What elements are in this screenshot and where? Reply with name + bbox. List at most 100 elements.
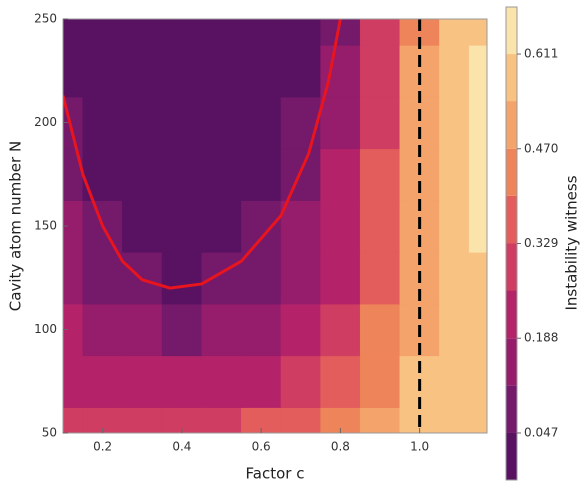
contour-cell bbox=[122, 148, 163, 201]
contour-cell bbox=[161, 44, 203, 98]
contour-cell bbox=[201, 355, 243, 408]
contour-cell bbox=[439, 19, 470, 46]
colorbar-band bbox=[506, 385, 517, 433]
contour-cell bbox=[320, 148, 361, 201]
contour-cell bbox=[201, 251, 243, 305]
y-tick-label: 200 bbox=[34, 115, 57, 129]
contour-cell bbox=[280, 303, 322, 357]
contour-cell bbox=[201, 303, 243, 357]
contour-cell bbox=[241, 96, 282, 150]
contour-cell bbox=[468, 303, 487, 357]
x-tick-label: 0.8 bbox=[331, 440, 350, 454]
contour-cell bbox=[439, 251, 470, 305]
colorbar-band bbox=[506, 338, 517, 386]
contour-cell bbox=[201, 19, 243, 46]
contour-cell bbox=[63, 355, 84, 408]
contour-cell bbox=[280, 199, 322, 253]
contour-cell bbox=[63, 148, 84, 201]
contour-cell bbox=[280, 148, 322, 201]
contour-cell bbox=[468, 251, 487, 305]
y-tick-label: 50 bbox=[42, 426, 57, 440]
contour-cell bbox=[280, 44, 322, 98]
contour-cell bbox=[399, 44, 441, 98]
contour-cell bbox=[280, 406, 322, 433]
contour-cell bbox=[201, 96, 243, 150]
contour-cell bbox=[63, 251, 84, 305]
contour-cell bbox=[439, 199, 470, 253]
contour-cell bbox=[439, 44, 470, 98]
contour-cell bbox=[82, 19, 124, 46]
contour-cell bbox=[280, 96, 322, 150]
contour-cell bbox=[468, 199, 487, 253]
contour-cell bbox=[161, 148, 203, 201]
contour-cell bbox=[439, 96, 470, 150]
y-tick-label: 250 bbox=[34, 12, 57, 26]
contour-cell bbox=[122, 96, 163, 150]
contour-cell bbox=[201, 406, 243, 433]
contour-cell bbox=[439, 406, 470, 433]
contour-cell bbox=[359, 251, 401, 305]
contour-cell bbox=[320, 355, 361, 408]
contour-cell bbox=[468, 355, 487, 408]
x-tick-label: 0.2 bbox=[93, 440, 112, 454]
contour-field bbox=[63, 19, 487, 433]
contour-cell bbox=[241, 251, 282, 305]
colorbar-label: Instability witness bbox=[563, 175, 581, 310]
contour-cell bbox=[82, 303, 124, 357]
contour-cell bbox=[82, 251, 124, 305]
colorbar-tick-label: 0.047 bbox=[524, 425, 558, 439]
x-tick-label: 0.6 bbox=[252, 440, 271, 454]
contour-cell bbox=[439, 303, 470, 357]
contour-cell bbox=[359, 199, 401, 253]
contour-cell bbox=[359, 44, 401, 98]
witness-curve bbox=[63, 19, 342, 290]
contour-cell bbox=[359, 19, 401, 46]
contour-cell bbox=[468, 96, 487, 150]
y-axis-label: Cavity atom number N bbox=[7, 141, 25, 311]
contour-cell bbox=[468, 19, 487, 46]
contour-cell bbox=[241, 303, 282, 357]
contour-cell bbox=[122, 355, 163, 408]
y-tick-label: 100 bbox=[34, 322, 57, 336]
contour-cell bbox=[63, 19, 84, 46]
contour-cell bbox=[320, 251, 361, 305]
y-tick-label: 150 bbox=[34, 219, 57, 233]
contour-cell bbox=[241, 44, 282, 98]
colorbar-tick-label: 0.329 bbox=[524, 236, 558, 250]
contour-cell bbox=[399, 96, 441, 150]
colorbar-tick-label: 0.470 bbox=[524, 141, 558, 155]
contour-cell bbox=[280, 251, 322, 305]
contour-cell bbox=[122, 19, 163, 46]
colorbar-tick-label: 0.611 bbox=[524, 47, 558, 61]
contour-cell bbox=[468, 44, 487, 98]
colorbar-tick-label: 0.188 bbox=[524, 331, 558, 345]
contour-cell bbox=[320, 303, 361, 357]
contour-cell bbox=[82, 199, 124, 253]
contour-cell bbox=[161, 355, 203, 408]
contour-cell bbox=[320, 199, 361, 253]
contour-cell bbox=[280, 355, 322, 408]
x-tick-label: 0.4 bbox=[172, 440, 191, 454]
contour-cell bbox=[439, 355, 470, 408]
contour-cell bbox=[122, 303, 163, 357]
colorbar-band bbox=[506, 290, 517, 339]
contour-cell bbox=[122, 406, 163, 433]
colorbar-band bbox=[506, 101, 517, 149]
colorbar-band bbox=[506, 148, 517, 196]
contour-cell bbox=[122, 199, 163, 253]
contour-cell bbox=[359, 148, 401, 201]
colorbar-band bbox=[506, 432, 517, 480]
contour-cell bbox=[359, 96, 401, 150]
contour-cell bbox=[161, 19, 203, 46]
contour-cell bbox=[201, 199, 243, 253]
contour-cell bbox=[468, 148, 487, 201]
contour-cell bbox=[241, 199, 282, 253]
contour-cell bbox=[82, 355, 124, 408]
contour-cell bbox=[241, 19, 282, 46]
contour-cell bbox=[161, 251, 203, 305]
contour-cell bbox=[359, 406, 401, 433]
contour-cell bbox=[201, 148, 243, 201]
contour-cell bbox=[82, 96, 124, 150]
contour-cell bbox=[82, 44, 124, 98]
